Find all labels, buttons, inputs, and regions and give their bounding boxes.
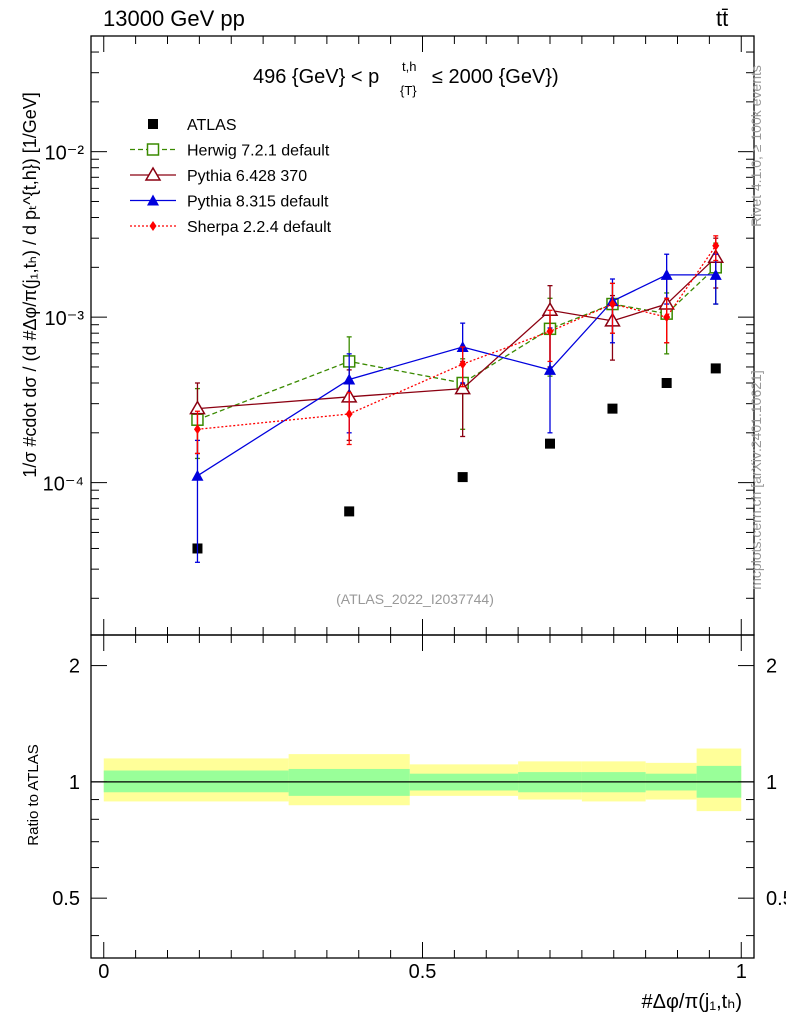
data-point — [712, 240, 720, 251]
series-line — [197, 245, 717, 430]
ratio-tick-label-right: 0.5 — [766, 888, 786, 910]
y-tick-label: 10⁻² — [45, 143, 85, 165]
data-point — [193, 424, 201, 435]
data-point — [459, 359, 467, 370]
legend-marker — [147, 194, 159, 206]
series-pythia-6-428-370 — [189, 237, 725, 455]
energy-label: 13000 GeV pp — [103, 6, 245, 31]
series-herwig-7-2-1-default — [191, 242, 722, 460]
legend-item: Pythia 6.428 370 — [130, 166, 307, 185]
data-point — [607, 403, 618, 414]
cut-label-sub: {T} — [400, 83, 417, 98]
legend-label: Pythia 6.428 370 — [187, 168, 307, 185]
data-point — [661, 377, 672, 388]
data-point — [545, 438, 555, 449]
legend-item: Sherpa 2.2.4 default — [130, 219, 332, 236]
x-axis-label: #Δφ/π(j₁,tₕ) — [641, 991, 742, 1013]
series-sherpa-2-2-4-default — [193, 235, 720, 455]
legend-marker — [149, 221, 157, 231]
cut-label: 496 {GeV} < p — [253, 66, 379, 88]
data-point — [343, 373, 356, 385]
y-tick-label: 10⁻³ — [45, 308, 85, 330]
data-point — [454, 380, 471, 395]
data-point — [710, 363, 721, 374]
cut-label-sup: t,h — [402, 59, 416, 74]
legend: ATLAS Herwig 7.2.1 default Pythia 6.428 37… — [130, 117, 332, 236]
data-point — [544, 363, 556, 375]
x-tick-label: 0 — [98, 961, 109, 983]
process-label: tt̄ — [716, 6, 728, 31]
ratio-tick-label-right: 1 — [766, 772, 777, 794]
mcplots-label: mcplots.cern.ch [arXiv:2401.10621] — [748, 370, 764, 589]
ratio-tick-label-left: 2 — [69, 656, 80, 678]
x-tick-label: 1 — [736, 961, 747, 983]
ratio-tick-label-right: 2 — [766, 656, 777, 678]
y-axis-label: 1/σ #cdot dσ / (d #Δφ/π(j₁,tₕ) / d pₜ^{t… — [20, 92, 40, 478]
ratio-tick-label-left: 0.5 — [52, 888, 80, 910]
rivet-version-label: Rivet 4.1.0, ≥ 100k events — [748, 65, 764, 227]
y-tick-label: 10⁻⁴ — [43, 474, 84, 496]
legend-marker — [148, 119, 158, 129]
cut-label-suffix: ≤ 2000 {GeV}) — [432, 66, 559, 88]
data-point — [608, 299, 616, 310]
axis-ticks: 0 0.5 1 10⁻⁴ 10⁻³ 10⁻² 0.5 0.5 1 1 2 2 — [43, 35, 786, 983]
ratio-uncertainty-bands — [103, 748, 742, 812]
legend-label: Herwig 7.2.1 default — [187, 143, 330, 160]
data-point — [457, 472, 468, 483]
cut-title: 496 {GeV} < p t,h {T} ≤ 2000 {GeV}) — [253, 59, 559, 98]
legend-marker — [146, 143, 160, 156]
legend-label: ATLAS — [187, 117, 237, 134]
ratio-tick-label-left: 1 — [69, 772, 80, 794]
legend-label: Pythia 8.315 default — [187, 194, 329, 211]
ratio-y-axis-label: Ratio to ATLAS — [25, 744, 42, 845]
legend-item: Pythia 8.315 default — [130, 194, 329, 211]
series-line — [197, 266, 717, 421]
data-point — [663, 312, 671, 323]
data-point — [546, 326, 554, 337]
data-point — [709, 268, 722, 280]
series-pythia-8-315-default — [191, 253, 722, 563]
legend-label: Sherpa 2.2.4 default — [187, 219, 332, 236]
data-point — [344, 506, 355, 517]
legend-item: Herwig 7.2.1 default — [130, 143, 330, 160]
series-line — [197, 274, 716, 477]
data-point — [191, 469, 204, 481]
data-point — [660, 268, 673, 280]
x-tick-label: 0.5 — [409, 961, 437, 983]
series-layer — [189, 235, 725, 563]
legend-marker — [144, 166, 162, 181]
legend-item: ATLAS — [148, 117, 237, 134]
data-point — [345, 408, 353, 419]
analysis-id: (ATLAS_2022_I2037744) — [336, 591, 494, 607]
